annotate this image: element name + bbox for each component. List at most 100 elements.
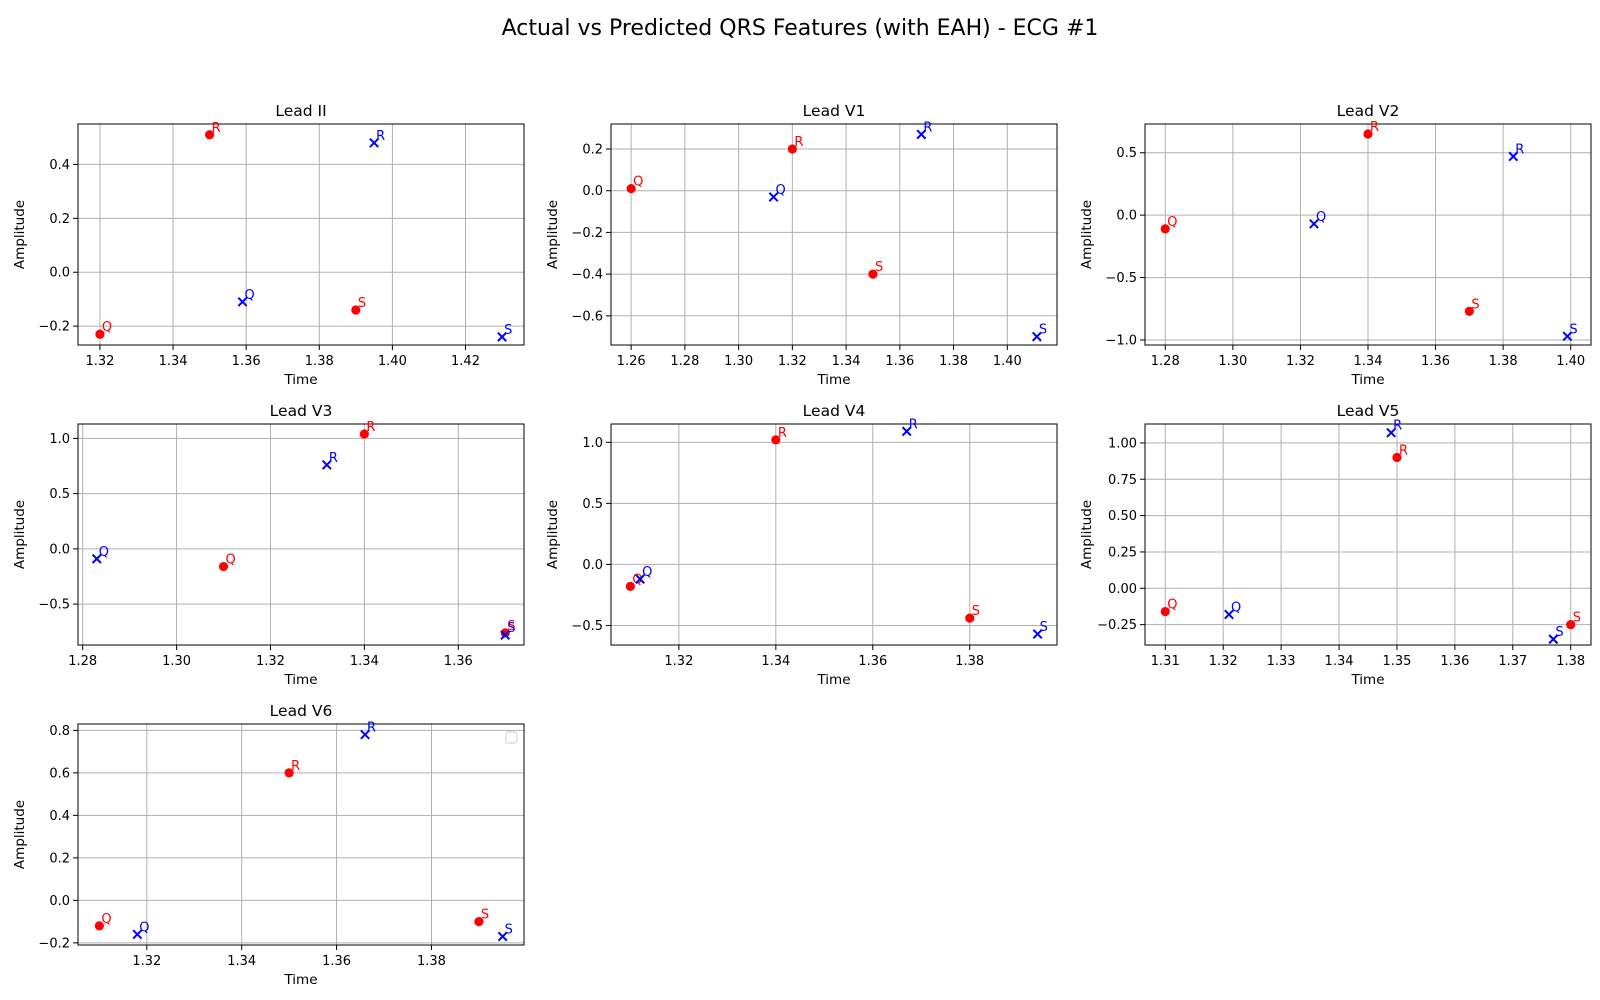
y-axis-label: Amplitude bbox=[12, 800, 28, 869]
actual-point-s bbox=[500, 628, 510, 638]
x-tick-label: 1.40 bbox=[1556, 354, 1585, 369]
predicted-point-q bbox=[1309, 218, 1319, 229]
x-tick-label: 1.35 bbox=[1382, 654, 1411, 669]
x-axis-label: Time bbox=[1350, 372, 1384, 388]
y-tick-label: 0.0 bbox=[582, 184, 603, 199]
x-tick-label: 1.32 bbox=[1286, 354, 1315, 369]
y-tick-label: 0.4 bbox=[49, 809, 70, 824]
y-tick-label: 0.5 bbox=[49, 487, 70, 502]
actual-point-s bbox=[965, 613, 975, 623]
point-label: R bbox=[909, 417, 918, 432]
point-label: Q bbox=[139, 920, 149, 935]
x-tick-label: 1.28 bbox=[1151, 354, 1180, 369]
point-label: S bbox=[875, 260, 883, 275]
x-tick-label: 1.30 bbox=[724, 354, 753, 369]
actual-point-s bbox=[1566, 620, 1576, 630]
predicted-point-r bbox=[916, 129, 927, 140]
y-tick-label: −0.2 bbox=[571, 226, 603, 241]
x-tick-label: 1.36 bbox=[322, 954, 351, 969]
axes-frame bbox=[1144, 423, 1592, 646]
point-label: R bbox=[291, 759, 300, 774]
predicted-point-s bbox=[1548, 634, 1559, 645]
x-tick-label: 1.36 bbox=[444, 654, 473, 669]
axes-frame bbox=[77, 723, 525, 946]
predicted-point-r bbox=[369, 137, 380, 148]
x-tick-label: 1.32 bbox=[778, 354, 807, 369]
axes-frame bbox=[610, 123, 1058, 346]
y-tick-label: 1.0 bbox=[49, 432, 70, 447]
y-tick-label: 0.75 bbox=[1108, 473, 1137, 488]
y-axis-label: Amplitude bbox=[12, 500, 28, 569]
point-label: S bbox=[1039, 323, 1047, 338]
y-tick-label: 1.00 bbox=[1108, 436, 1137, 451]
x-tick-label: 1.38 bbox=[955, 654, 984, 669]
point-label: R bbox=[1515, 142, 1524, 157]
x-tick-label: 1.34 bbox=[1325, 654, 1354, 669]
actual-point-q bbox=[1160, 606, 1170, 617]
y-tick-label: 0.0 bbox=[582, 558, 603, 573]
subplot-0: 1.32 1.34 1.36 1.38 1.40 1.42 −0.2 0.0 0.2 0.4 Lea… bbox=[12, 102, 525, 388]
predicted-point-r bbox=[321, 459, 332, 470]
x-tick-label: 1.38 bbox=[939, 354, 968, 369]
actual-point-r bbox=[205, 130, 215, 140]
y-tick-label: −0.6 bbox=[571, 309, 603, 324]
y-tick-label: −1.0 bbox=[1105, 334, 1137, 349]
x-tick-label: 1.42 bbox=[451, 354, 480, 369]
y-tick-label: −0.4 bbox=[571, 268, 603, 283]
x-tick-label: 1.32 bbox=[256, 654, 285, 669]
y-tick-label: −0.5 bbox=[38, 598, 70, 613]
point-label: R bbox=[329, 451, 338, 466]
x-tick-label: 1.37 bbox=[1498, 654, 1527, 669]
x-tick-label: 1.32 bbox=[664, 654, 693, 669]
y-tick-label: 0.25 bbox=[1108, 545, 1137, 560]
subplot-4: 1.32 1.34 1.36 1.38 −0.5 0.0 0.5 1.0 Lead V4 Time… bbox=[545, 402, 1058, 688]
actual-point-s bbox=[1464, 306, 1474, 316]
axes-frame bbox=[610, 423, 1058, 646]
point-label: S bbox=[358, 296, 366, 311]
point-label: Q bbox=[1231, 600, 1241, 615]
actual-point-r bbox=[771, 435, 781, 445]
point-label: Q bbox=[633, 175, 643, 190]
y-tick-label: 0.5 bbox=[1116, 146, 1137, 161]
predicted-point-s bbox=[1032, 629, 1043, 639]
y-tick-label: 0.8 bbox=[49, 724, 70, 739]
x-tick-label: 1.34 bbox=[227, 954, 256, 969]
point-label: Q bbox=[1167, 598, 1177, 613]
actual-point-r bbox=[284, 768, 294, 778]
x-axis-label: Time bbox=[283, 972, 317, 988]
y-tick-label: 0.0 bbox=[49, 266, 70, 281]
y-tick-label: 0.2 bbox=[49, 212, 70, 227]
y-axis-label: Amplitude bbox=[545, 500, 561, 569]
point-label: R bbox=[376, 129, 385, 144]
x-tick-label: 1.28 bbox=[68, 654, 97, 669]
x-tick-label: 1.36 bbox=[1421, 354, 1450, 369]
y-tick-label: −0.2 bbox=[38, 936, 70, 951]
predicted-point-s bbox=[497, 332, 507, 342]
actual-point-q bbox=[1160, 224, 1170, 234]
point-label: S bbox=[507, 619, 515, 634]
x-tick-label: 1.33 bbox=[1267, 654, 1296, 669]
x-axis-label: Time bbox=[1350, 672, 1384, 688]
x-tick-label: 1.26 bbox=[617, 354, 646, 369]
point-label: Q bbox=[1316, 210, 1326, 225]
x-tick-label: 1.38 bbox=[417, 954, 446, 969]
y-axis-label: Amplitude bbox=[1079, 200, 1095, 269]
x-tick-label: 1.32 bbox=[132, 954, 161, 969]
axes-frame bbox=[77, 123, 525, 346]
subplot-5: 1.31 1.32 1.33 1.34 1.35 1.36 1.37 1.38 −0.25 0.0… bbox=[1079, 402, 1592, 688]
subplot-6: 1.32 1.34 1.36 1.38 −0.2 0.0 0.2 0.4 0.6 0.8 Lead … bbox=[12, 702, 525, 988]
y-axis-label: Amplitude bbox=[545, 200, 561, 269]
point-label: S bbox=[1569, 322, 1577, 337]
point-label: Q bbox=[776, 183, 786, 198]
point-label: S bbox=[972, 604, 980, 619]
x-tick-label: 1.36 bbox=[858, 654, 887, 669]
x-tick-label: 1.34 bbox=[761, 654, 790, 669]
point-label: R bbox=[212, 121, 221, 136]
x-tick-label: 1.38 bbox=[1489, 354, 1518, 369]
predicted-point-q bbox=[91, 553, 102, 564]
x-tick-label: 1.34 bbox=[159, 354, 188, 369]
point-label: S bbox=[1471, 297, 1479, 312]
predicted-point-r bbox=[360, 729, 370, 740]
x-tick-label: 1.32 bbox=[1209, 654, 1238, 669]
point-label: R bbox=[794, 135, 803, 150]
